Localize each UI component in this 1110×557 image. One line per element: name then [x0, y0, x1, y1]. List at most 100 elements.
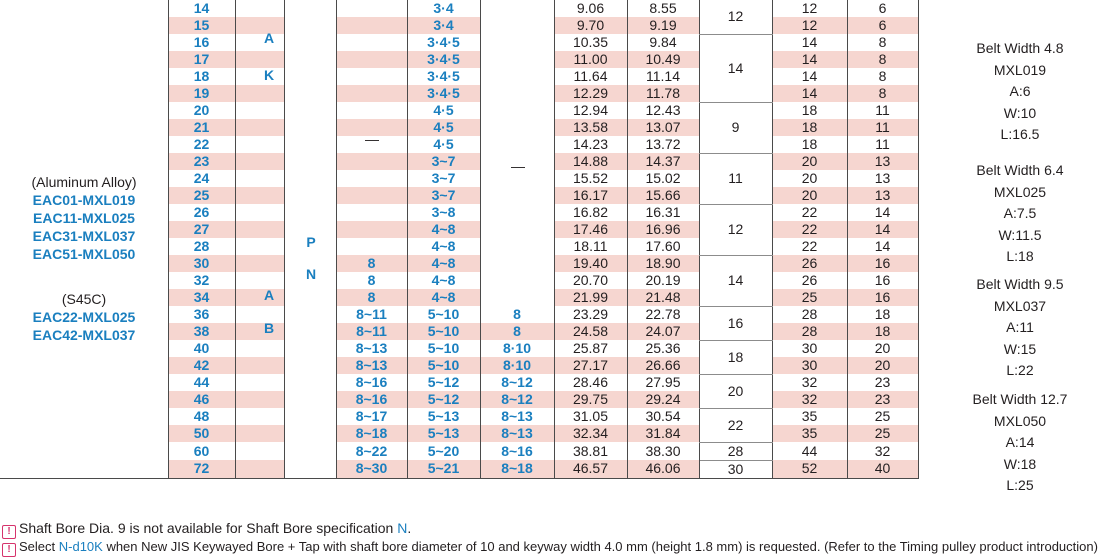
pitch-diameter: 31.05: [553, 408, 628, 425]
spec-value: 8: [846, 68, 918, 85]
outer-diameter: 24.07: [626, 323, 700, 340]
material-cell: [0, 357, 169, 374]
bore-range-cell: [479, 255, 555, 272]
belt-w: W:18: [1003, 455, 1037, 472]
bore-range-cell: [479, 221, 555, 238]
bore-range-cell: 3~7: [406, 187, 481, 204]
bore-range-cell: [479, 102, 555, 119]
bore-range-cell: 8: [479, 306, 555, 323]
spec-value: 11: [846, 119, 918, 136]
spec-value: 18: [846, 323, 918, 340]
outer-diameter: 10.49: [626, 51, 700, 68]
bore-range-cell: 4~8: [406, 221, 481, 238]
material-cell: [0, 460, 169, 479]
pulley-number: 21: [167, 119, 236, 136]
belt-w: W:15: [1003, 340, 1037, 357]
pitch-diameter: 20.70: [553, 272, 628, 289]
type-cell: [234, 323, 285, 340]
spec-value: 12: [771, 17, 848, 34]
type-cell: [283, 119, 337, 136]
spec-value: 20: [771, 187, 848, 204]
bore-range-cell: 4~8: [406, 289, 481, 306]
bore-range-cell: [335, 17, 408, 34]
outer-diameter: 22.78: [626, 306, 700, 323]
bore-range-cell: 5~10: [406, 323, 481, 340]
outer-diameter: 12.43: [626, 102, 700, 119]
material-cell: [0, 0, 169, 17]
bore-range-cell: 8~16: [335, 374, 408, 391]
table-row: 25 3~7 16.17 15.66 20 13: [0, 187, 1110, 204]
type-letter-a-lower: A: [263, 287, 275, 303]
bore-range-cell: [479, 238, 555, 255]
pitch-diameter: 25.87: [553, 340, 628, 357]
spec-value: 18: [771, 119, 848, 136]
outer-diameter: 8.55: [626, 0, 700, 17]
pitch-diameter: 12.94: [553, 102, 628, 119]
type-cell: [283, 289, 337, 306]
table-row: 34 8 4~8 21.99 21.48 25 16: [0, 289, 1110, 306]
table-row: 24 3~7 15.52 15.02 20 13: [0, 170, 1110, 187]
type-cell: [283, 136, 337, 153]
bore-range-cell: 4·5: [406, 102, 481, 119]
material-cell: [0, 17, 169, 34]
outer-diameter: 13.72: [626, 136, 700, 153]
type-cell: [234, 255, 285, 272]
bore-range-cell: 8~18: [479, 460, 555, 479]
table-row: 27 4~8 17.46 16.96 22 14: [0, 221, 1110, 238]
bore-range-cell: 3·4·5: [406, 34, 481, 51]
bore-range-cell: 8: [335, 289, 408, 306]
type-cell: [283, 102, 337, 119]
note-text: Select: [19, 539, 59, 554]
bore-range-cell: 4~8: [406, 238, 481, 255]
spec-value: 32: [846, 442, 918, 460]
belt-a: A:6: [1009, 83, 1031, 99]
belt-l: L:25: [1006, 477, 1034, 493]
bore-range-cell: [479, 119, 555, 136]
pulley-number: 36: [167, 306, 236, 323]
outer-diameter: 27.95: [626, 374, 700, 391]
type-cell: [234, 17, 285, 34]
material-cell: [0, 442, 169, 460]
type-cell: [283, 17, 337, 34]
pitch-diameter: 16.82: [553, 204, 628, 221]
spec-value: 18: [771, 102, 848, 119]
table-row: 23 3~7 14.88 14.37 11 20 13: [0, 153, 1110, 205]
bore-range-cell: 8: [335, 255, 408, 272]
bore-range-cell: 5~13: [406, 425, 481, 442]
spec-value: 16: [846, 255, 918, 272]
material-cell: [0, 187, 169, 204]
type-letter-p: P: [306, 234, 316, 250]
pulley-number: 19: [167, 85, 236, 102]
type-cell: [283, 460, 337, 479]
belt-a: A:11: [1006, 319, 1034, 335]
bore-range-cell: [479, 204, 555, 221]
material-cell: [0, 408, 169, 425]
outer-diameter: 15.02: [626, 170, 700, 187]
spec-value: 32: [771, 374, 848, 391]
table-row: 14 3·4 9.06 8.55 12 12 6: [0, 0, 1110, 478]
pulley-number: 17: [167, 51, 236, 68]
spec-value: 44: [771, 442, 848, 460]
pulley-number: 15: [167, 17, 236, 34]
bore-range-cell: 8~22: [335, 442, 408, 460]
bore-range-cell: [335, 119, 408, 136]
type-cell: [234, 119, 285, 136]
bore-range-cell: [335, 153, 408, 170]
bore-range-cell: [479, 51, 555, 68]
material-cell: [0, 425, 169, 442]
type-cell: [283, 408, 337, 425]
pitch-diameter: 11.64: [553, 68, 628, 85]
material-cell: [0, 102, 169, 119]
belt-w: W:10: [1003, 104, 1037, 121]
pitch-diameter: 32.34: [553, 425, 628, 442]
spec-value: 8: [846, 85, 918, 102]
belt-a: A:14: [1005, 434, 1035, 450]
hub-value: 12: [698, 204, 773, 256]
bore-range-cell: 8~13: [479, 425, 555, 442]
type-cell: [234, 34, 285, 51]
material-cell: [0, 340, 169, 357]
spec-value: 35: [771, 425, 848, 442]
type-cell: [234, 391, 285, 408]
type-cell: [234, 238, 285, 255]
hub-value: 22: [698, 408, 773, 443]
